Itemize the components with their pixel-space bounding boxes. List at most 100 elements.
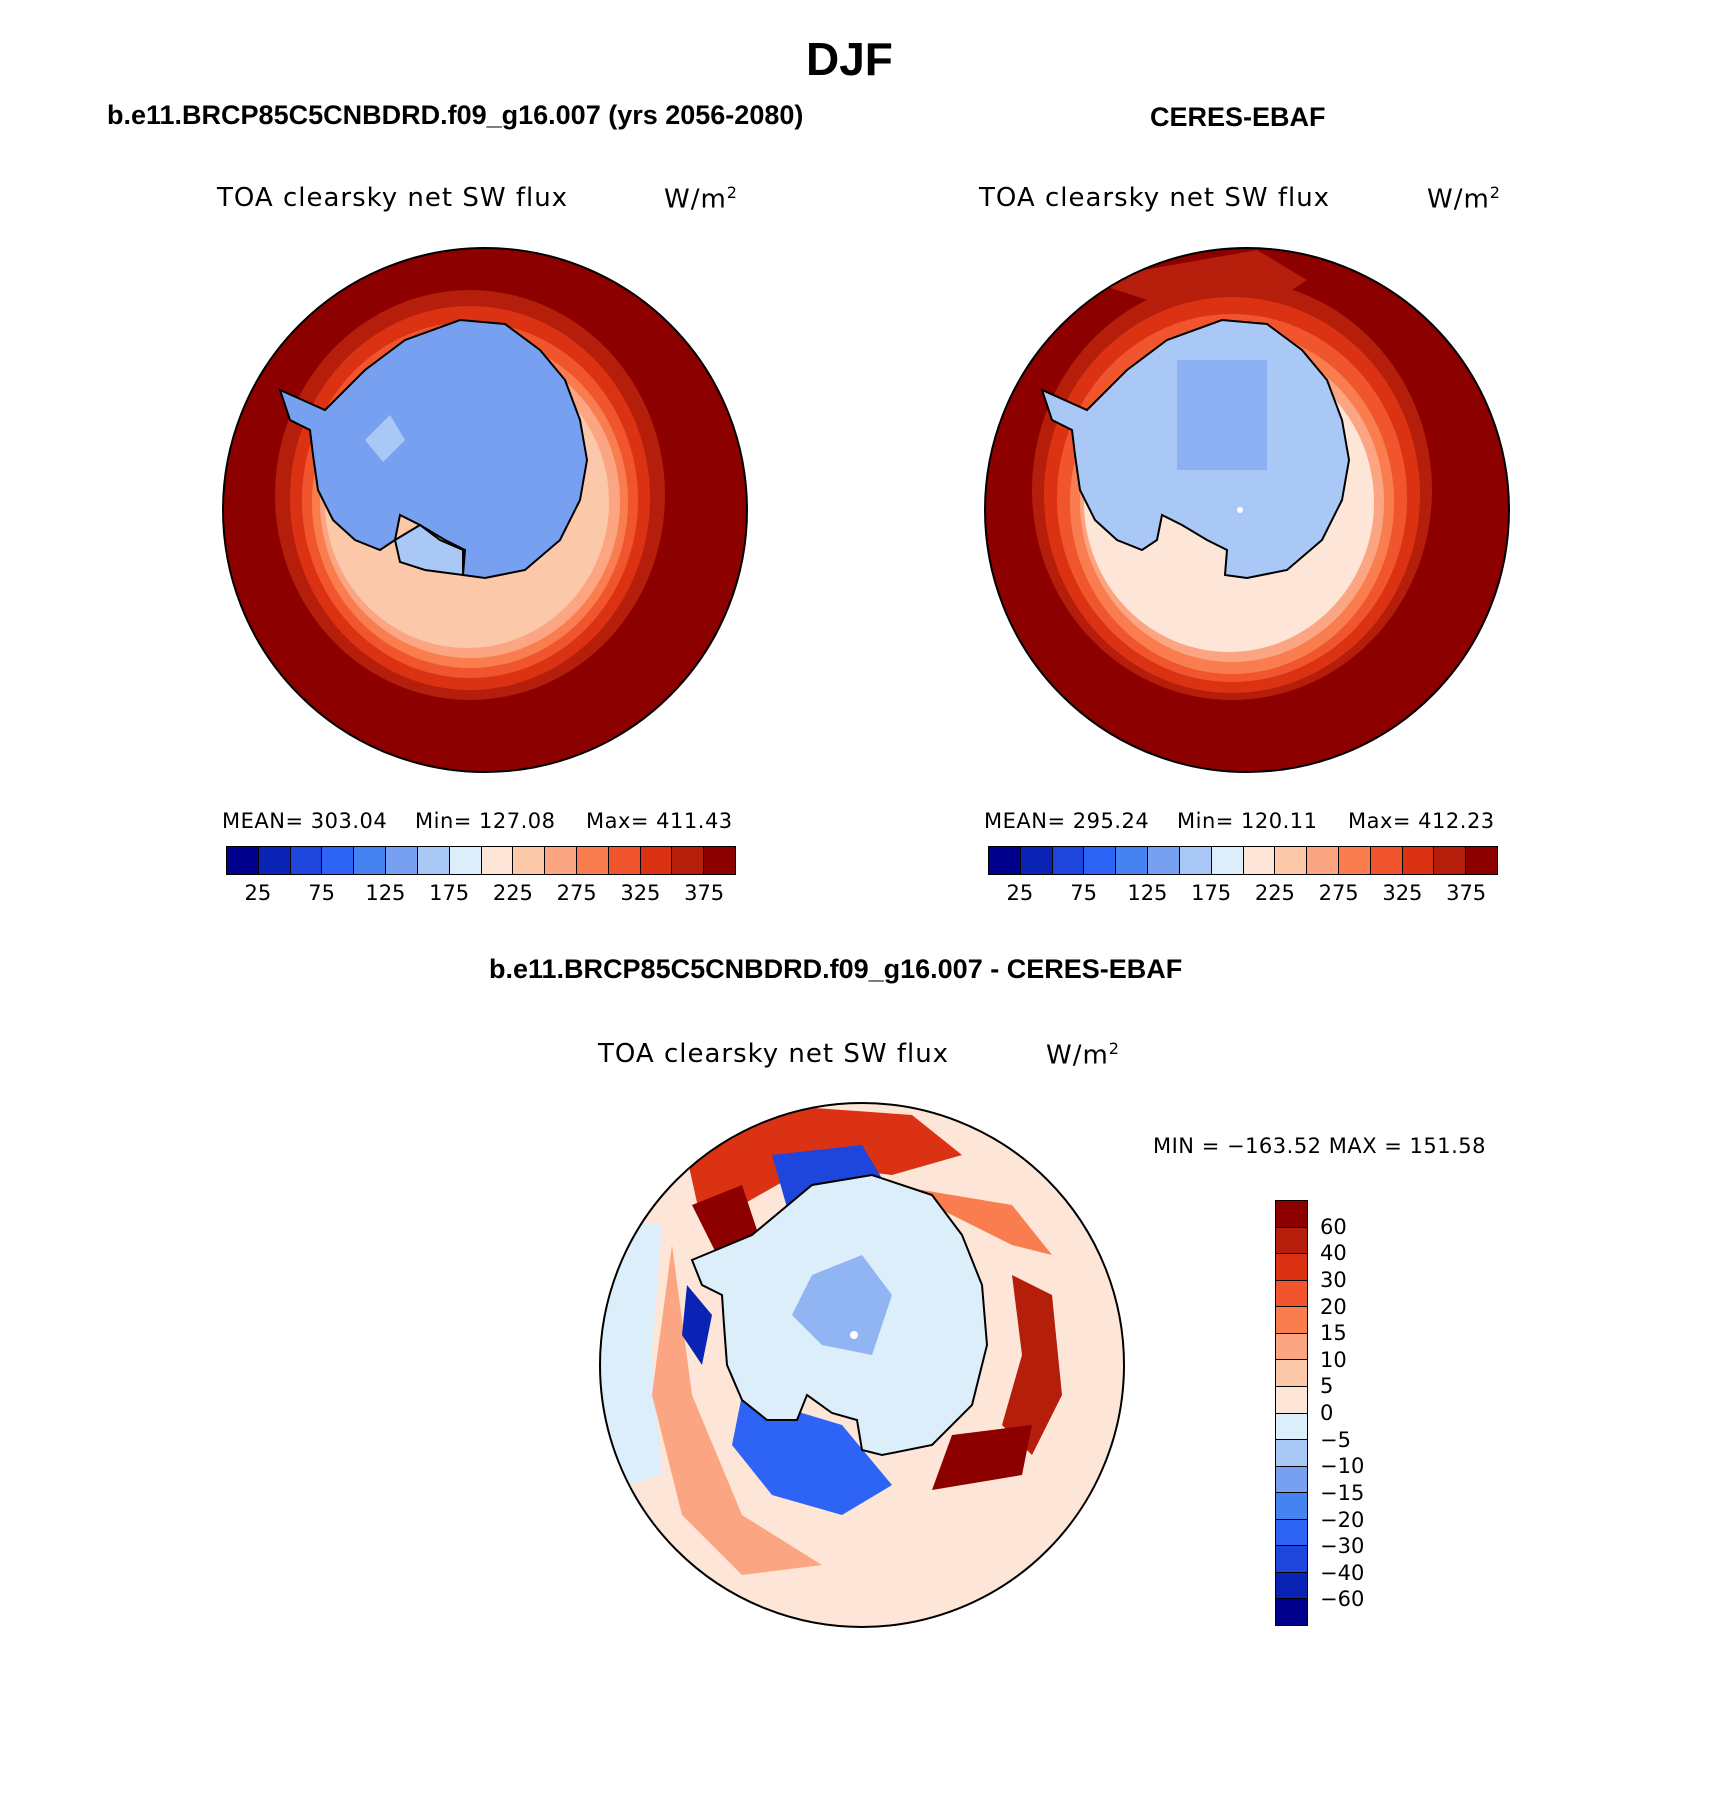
obs-colorbar-swatch [1275, 847, 1308, 874]
diff-colorbar-swatch [1276, 1546, 1307, 1573]
diff-colorbar-tick-label: −60 [1320, 1587, 1365, 1612]
obs-colorbar-swatch [1084, 847, 1117, 874]
obs-colorbar-swatch [1338, 847, 1371, 874]
obs-colorbar-swatch [1179, 847, 1212, 874]
obs-variable-label: TOA clearsky net SW flux [979, 183, 1331, 213]
obs-colorbar-swatch [1211, 847, 1244, 874]
model-colorbar-swatch [481, 847, 514, 874]
diff-colorbar-swatch [1276, 1599, 1307, 1625]
figure-title: DJF [806, 33, 893, 85]
diff-colorbar-tick-label: −30 [1320, 1534, 1365, 1559]
diff-colorbar-swatch [1276, 1254, 1307, 1281]
model-colorbar-swatch [576, 847, 609, 874]
model-units-label: W/m2 [664, 183, 738, 215]
diff-minmax: MIN = −163.52 MAX = 151.58 [1153, 1134, 1487, 1158]
diff-colorbar-swatch [1276, 1201, 1307, 1228]
model-colorbar-swatch [386, 847, 418, 874]
obs-polar-map [984, 247, 1510, 773]
diff-polar-map [599, 1102, 1125, 1628]
model-colorbar-swatch [640, 847, 673, 874]
diff-colorbar-tick-label: −5 [1320, 1427, 1351, 1452]
model-colorbar-tick-label: 125 [365, 881, 406, 905]
model-colorbar [226, 846, 736, 875]
obs-colorbar-swatch [1020, 847, 1053, 874]
model-variable-label: TOA clearsky net SW flux [217, 183, 569, 213]
diff-variable-label: TOA clearsky net SW flux [598, 1039, 950, 1069]
diff-colorbar-swatch [1276, 1386, 1307, 1414]
model-colorbar-tick-label: 175 [429, 881, 470, 905]
diff-colorbar-swatch [1276, 1440, 1307, 1467]
diff-colorbar-tick-label: −10 [1320, 1454, 1365, 1479]
obs-colorbar-swatch [1466, 847, 1497, 874]
diff-colorbar-tick-label: 0 [1320, 1401, 1334, 1425]
model-colorbar-swatch [227, 847, 259, 874]
obs-colorbar-swatch [1434, 847, 1467, 874]
diff-colorbar-swatch [1276, 1466, 1307, 1494]
diff-colorbar-tick-label: −20 [1320, 1507, 1365, 1532]
diff-colorbar-tick-label: −40 [1320, 1560, 1365, 1585]
diff-colorbar-swatch [1276, 1360, 1307, 1387]
obs-colorbar-tick-label: 175 [1191, 881, 1232, 905]
diff-colorbar-swatch [1276, 1307, 1307, 1334]
model-colorbar-swatch [449, 847, 482, 874]
obs-max: Max= 412.23 [1348, 809, 1495, 833]
obs-colorbar-tick-label: 325 [1382, 881, 1423, 905]
obs-colorbar-swatch [1148, 847, 1180, 874]
model-colorbar-swatch [417, 847, 450, 874]
model-colorbar-tick-label: 375 [684, 881, 725, 905]
diff-colorbar-tick-label: 60 [1320, 1214, 1347, 1239]
obs-colorbar-tick-label: 25 [1006, 881, 1034, 905]
obs-colorbar-swatch [989, 847, 1021, 874]
diff-units-label: W/m2 [1046, 1039, 1120, 1071]
obs-colorbar-tick-label: 75 [1070, 881, 1097, 905]
obs-colorbar-tick-label: 275 [1318, 881, 1359, 905]
model-colorbar-swatch [354, 847, 387, 874]
model-colorbar-tick-label: 25 [244, 881, 272, 905]
diff-colorbar-swatch [1276, 1572, 1307, 1600]
obs-panel-header: CERES-EBAF [1150, 102, 1326, 132]
obs-colorbar-swatch [1052, 847, 1085, 874]
model-colorbar-tick-label: 225 [492, 881, 533, 905]
diff-colorbar-tick-label: 10 [1320, 1347, 1347, 1372]
model-colorbar-swatch [513, 847, 546, 874]
diff-panel-header: b.e11.BRCP85C5CNBDRD.f09_g16.007 - CERES… [489, 954, 1183, 984]
diff-colorbar-tick-label: 20 [1320, 1294, 1347, 1319]
diff-colorbar-swatch [1276, 1280, 1307, 1308]
model-colorbar-swatch [704, 847, 735, 874]
model-colorbar-swatch [258, 847, 291, 874]
diff-colorbar [1275, 1200, 1308, 1626]
diff-colorbar-swatch [1276, 1333, 1307, 1361]
diff-colorbar-swatch [1276, 1413, 1307, 1441]
diff-colorbar-swatch [1276, 1519, 1307, 1547]
obs-colorbar-swatch [1243, 847, 1276, 874]
model-min: Min= 127.08 [415, 809, 556, 833]
diff-colorbar-tick-label: 40 [1320, 1241, 1347, 1266]
obs-colorbar [988, 846, 1498, 875]
obs-colorbar-swatch [1307, 847, 1339, 874]
obs-colorbar-swatch [1402, 847, 1435, 874]
obs-colorbar-tick-label: 375 [1446, 881, 1487, 905]
obs-colorbar-swatch [1116, 847, 1149, 874]
obs-units-label: W/m2 [1427, 183, 1501, 215]
model-colorbar-tick-label: 325 [620, 881, 661, 905]
model-max: Max= 411.43 [586, 809, 733, 833]
model-colorbar-tick-label: 75 [308, 881, 335, 905]
model-colorbar-tick-label: 275 [556, 881, 597, 905]
diff-colorbar-tick-label: −15 [1320, 1480, 1365, 1505]
model-mean: MEAN= 303.04 [222, 809, 388, 833]
obs-mean: MEAN= 295.24 [984, 809, 1150, 833]
obs-colorbar-swatch [1370, 847, 1403, 874]
model-panel-header: b.e11.BRCP85C5CNBDRD.f09_g16.007 (yrs 20… [107, 100, 804, 130]
diff-colorbar-tick-label: 5 [1320, 1374, 1334, 1399]
obs-min: Min= 120.11 [1177, 809, 1318, 833]
obs-colorbar-tick-label: 125 [1127, 881, 1168, 905]
model-colorbar-swatch [290, 847, 323, 874]
model-colorbar-swatch [672, 847, 705, 874]
diff-colorbar-tick-label: 30 [1320, 1267, 1347, 1292]
model-polar-map [222, 247, 748, 773]
diff-colorbar-tick-label: 15 [1320, 1321, 1347, 1346]
diff-colorbar-swatch [1276, 1227, 1307, 1255]
model-colorbar-swatch [322, 847, 355, 874]
diff-colorbar-swatch [1276, 1493, 1307, 1520]
